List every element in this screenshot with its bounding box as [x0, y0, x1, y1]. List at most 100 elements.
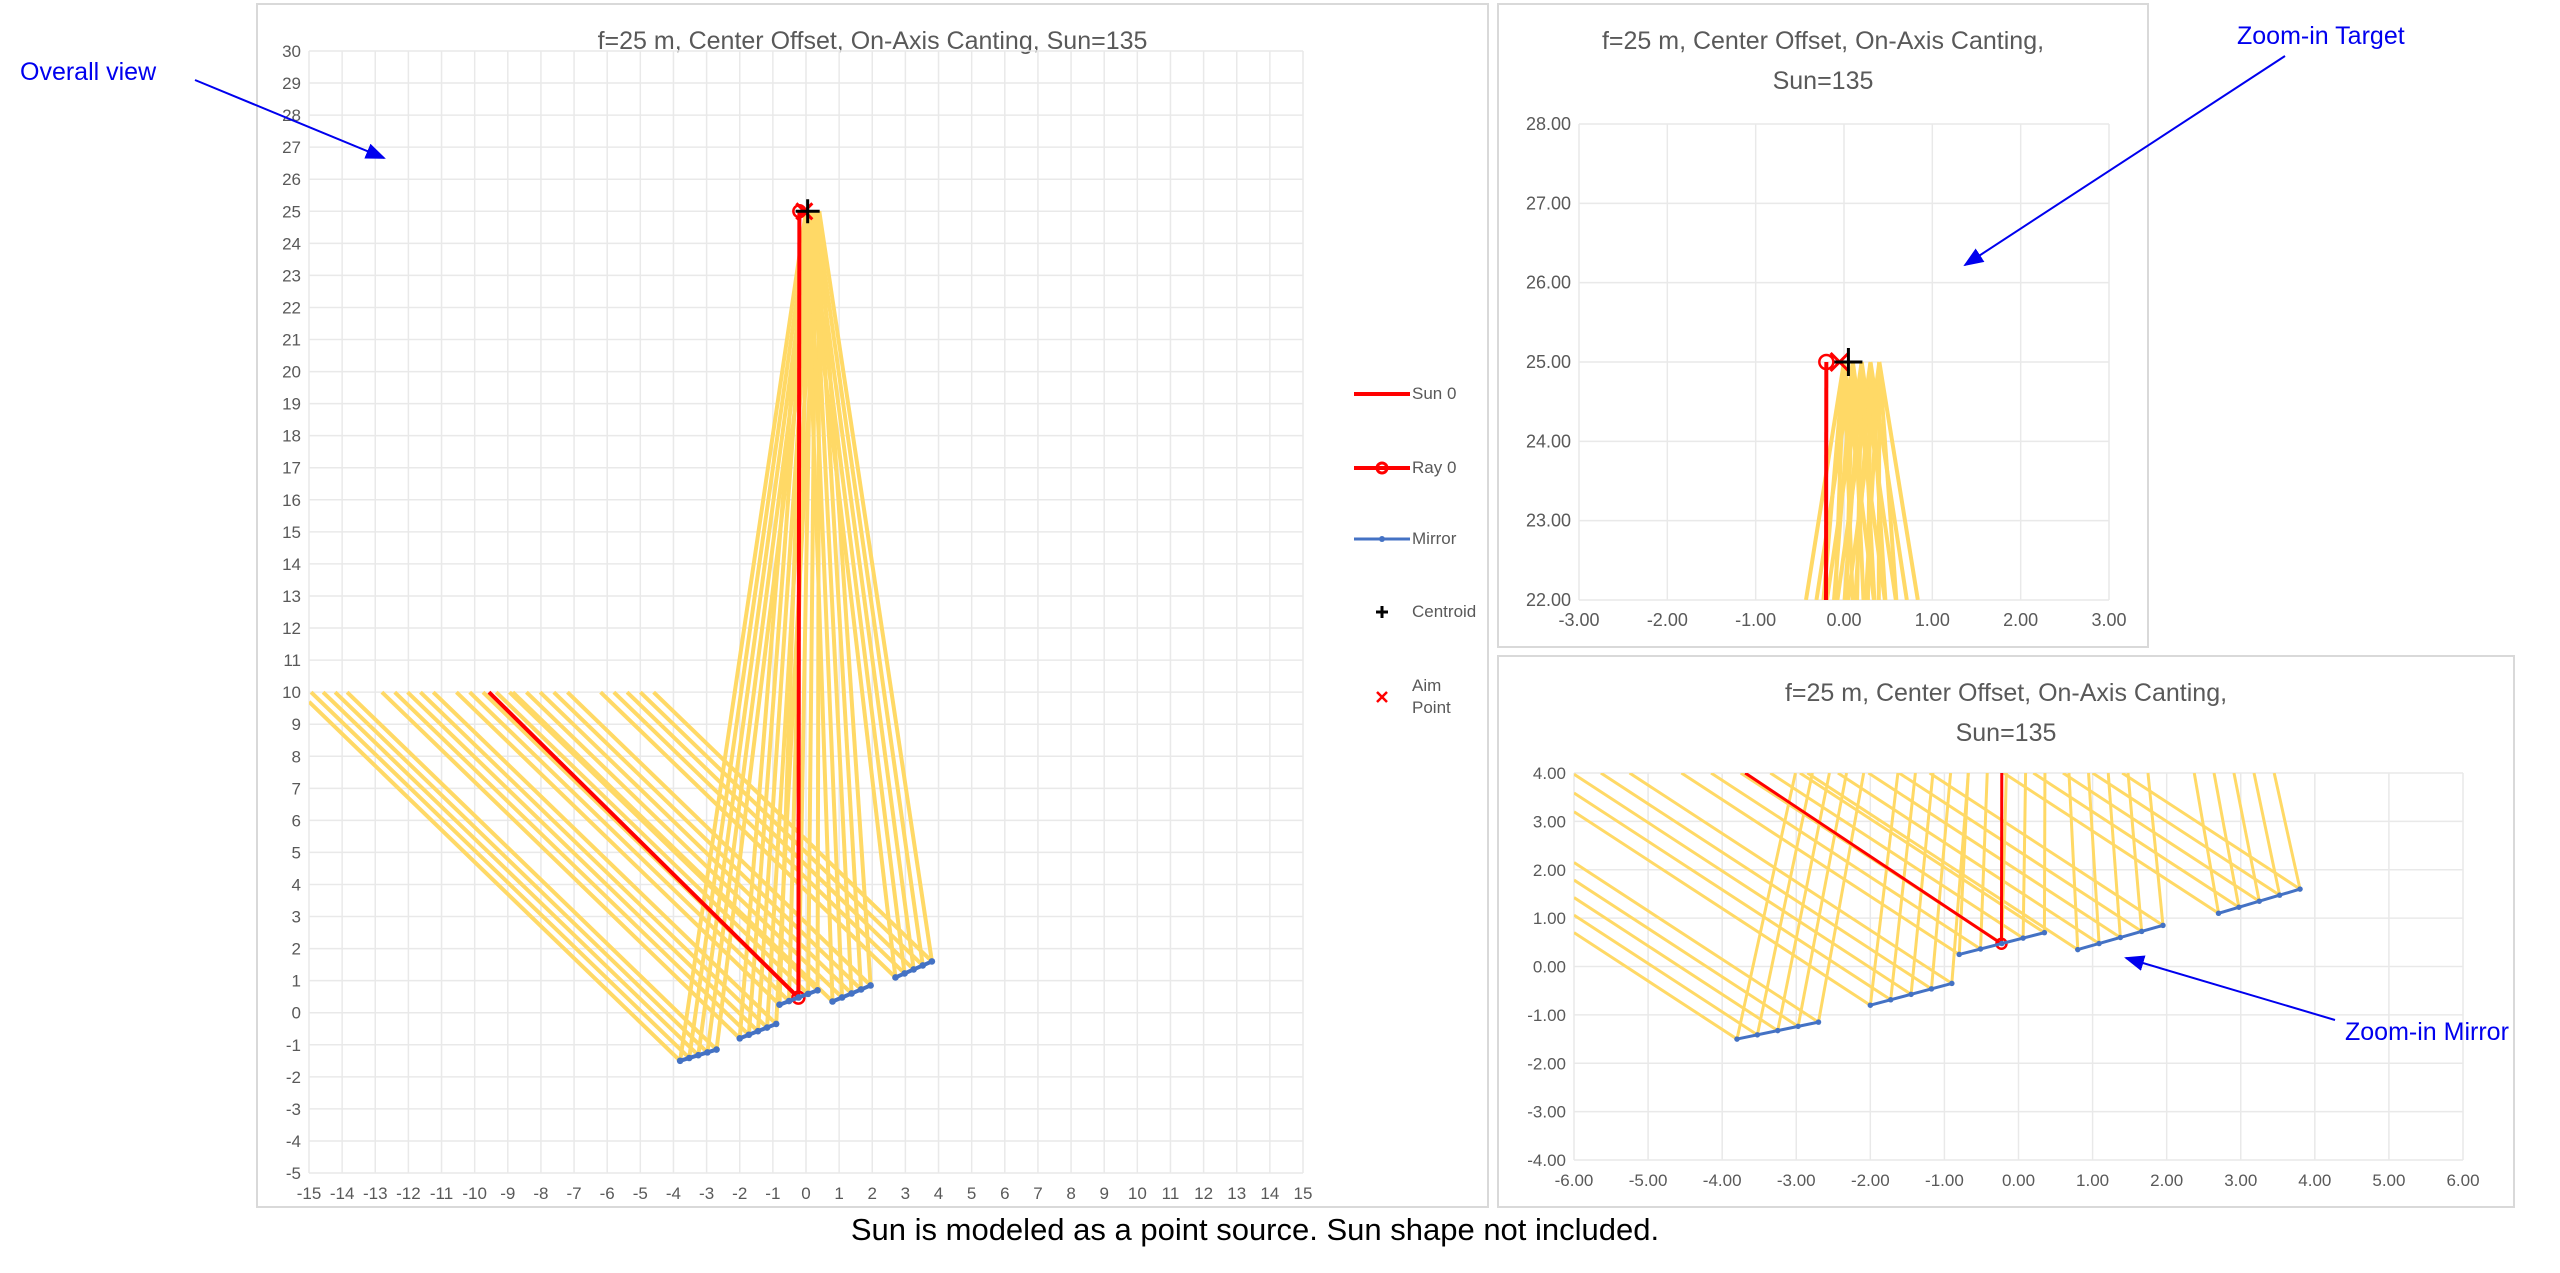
mirror-point [2096, 940, 2102, 947]
mirror-point [772, 1020, 780, 1028]
mirror-point [1949, 980, 1955, 987]
incident-ray [455, 690, 781, 1007]
mirror-point [1774, 1027, 1781, 1034]
legend-label: Centroid [1412, 602, 1477, 621]
y-tick-label: 26.00 [1526, 273, 1571, 293]
incident-ray [1574, 931, 1738, 1041]
reflected-ray [1868, 361, 1909, 600]
mirror-point [2297, 886, 2303, 892]
reflected-ray [737, 211, 808, 1039]
mirror-point [754, 1027, 762, 1035]
mirror-point [704, 1049, 711, 1056]
reflected-ray [1796, 773, 1849, 1027]
mirror-point [892, 974, 899, 981]
y-tick-label: 27.00 [1526, 193, 1571, 213]
reflected-ray [1957, 773, 1970, 955]
y-tick-label: 11 [283, 651, 301, 670]
y-tick-label: -3.00 [1527, 1103, 1566, 1122]
mirror-point [804, 990, 812, 998]
mirror-point [814, 986, 821, 994]
y-tick-label: 6 [292, 811, 301, 830]
chart-title: f=25 m, Center Offset, On-Axis Canting, … [1601, 27, 2045, 95]
mirror-point [2075, 946, 2081, 953]
mirror-point [910, 966, 917, 973]
incident-ray [333, 690, 709, 1054]
reflected-ray [804, 211, 898, 978]
reflected-ray [2272, 773, 2302, 890]
reflected-ray [1816, 773, 1866, 1023]
reflected-ray [813, 211, 864, 990]
y-tick-label: 30 [282, 42, 301, 61]
x-tick-label: 3 [901, 1184, 910, 1203]
mirror-point [785, 997, 793, 1005]
y-tick-label: 9 [292, 715, 301, 734]
x-tick-label: 4.00 [2298, 1171, 2331, 1190]
incident-ray [393, 690, 751, 1037]
incident-ray [1574, 810, 1872, 1007]
incident-ray [2032, 773, 2240, 909]
overall-chart: f=25 m, Center Offset, On-Axis Canting, … [256, 3, 1489, 1208]
plus-icon [1376, 606, 1388, 618]
y-tick-label: -2 [286, 1068, 301, 1087]
reflected-ray [1909, 773, 1935, 995]
incident-ray [2091, 773, 2281, 897]
incident-ray [2121, 773, 2301, 891]
mirror-point [2020, 935, 2026, 941]
incident-ray [1680, 773, 1961, 956]
mirror-point [848, 990, 855, 997]
y-tick-label: 7 [292, 779, 301, 798]
mirror-point [1754, 1032, 1761, 1038]
reflected-ray [1868, 773, 1900, 1006]
x-tick-label: -1.00 [1735, 610, 1776, 630]
mirror-point [2256, 898, 2263, 904]
x-tick-label: 0 [801, 1184, 810, 1203]
legend-centroid: Centroid [1352, 601, 1476, 623]
plot-area [309, 199, 936, 1065]
legend-label: Sun 0 [1412, 384, 1457, 403]
y-tick-label: -5 [286, 1164, 301, 1183]
y-tick-label: 20 [282, 363, 301, 382]
incident-ray [638, 690, 925, 967]
mirror-point [1795, 1023, 1801, 1030]
mirror-point [2236, 904, 2242, 910]
reflected-ray [1859, 361, 1898, 600]
y-tick-label: 10 [282, 683, 301, 702]
mirror-point [1956, 951, 1962, 958]
reflected-ray [2087, 773, 2101, 944]
y-tick-label: 1 [292, 972, 301, 991]
y-tick-label: 26 [282, 170, 301, 189]
x-tick-label: -1 [765, 1184, 780, 1203]
reflected-ray [2232, 773, 2261, 902]
x-tick-label: 2 [868, 1184, 877, 1203]
x-tick-label: -5.00 [1629, 1171, 1668, 1190]
y-tick-label: 25 [282, 202, 301, 221]
x-tick-label: -9 [500, 1184, 515, 1203]
annotation-zoom-in-target: Zoom-in Target [2237, 22, 2405, 50]
y-tick-label: 25.00 [1526, 352, 1571, 372]
incident-ray [1574, 773, 1912, 996]
reflected-ray [1979, 773, 1989, 950]
y-tick-label: 2.00 [1533, 861, 1566, 880]
incident-ray [309, 690, 691, 1060]
reflected-ray [1833, 361, 1846, 600]
x-tick-label: 6.00 [2446, 1171, 2479, 1190]
x-tick-label: 9 [1099, 1184, 1108, 1203]
reflected-ray [810, 211, 916, 970]
y-tick-label: 2 [292, 940, 301, 959]
y-tick-label: 22 [282, 298, 301, 317]
mirror-point [2041, 929, 2048, 936]
reflected-ray [1842, 361, 1855, 600]
incident-ray [1574, 791, 1892, 1002]
x-tick-label: -1.00 [1925, 1171, 1964, 1190]
reflected-ray [2252, 773, 2282, 896]
y-tick-label: 19 [282, 395, 301, 414]
annotation-overall-view: Overall view [20, 58, 157, 86]
x-tick-label: -3 [699, 1184, 714, 1203]
centroid-marker [1834, 348, 1863, 376]
y-tick-label: 4.00 [1533, 764, 1566, 783]
y-tick-label: 21 [282, 331, 301, 350]
x-tick-label: 1.00 [1915, 610, 1950, 630]
mirror-point [676, 1057, 684, 1065]
incident-ray [508, 690, 819, 992]
reflected-ray [1929, 773, 1953, 990]
